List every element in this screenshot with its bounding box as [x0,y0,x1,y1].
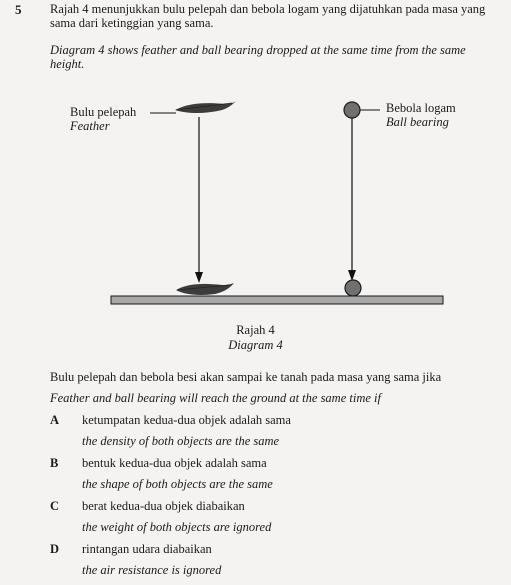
prompt-english: Feather and ball bearing will reach the … [50,391,381,405]
question-number: 5 [15,2,22,17]
ball-bearing-top-icon [343,101,361,119]
ball-arrowhead [348,270,356,281]
option-b-english[interactable]: the shape of both objects are the same [82,477,273,491]
feather-label-english: Feather [70,119,110,133]
option-b-malay[interactable]: bentuk kedua-dua objek adalah sama [82,456,267,470]
feather-label-malay: Bulu pelepah [70,105,137,119]
ball-bearing-bottom-icon [344,279,362,297]
question-stem-malay: Rajah 4 menunjukkan bulu pelepah dan beb… [50,2,486,30]
option-d-letter[interactable]: D [50,542,60,556]
option-d-english[interactable]: the air resistance is ignored [82,563,222,577]
option-a-letter[interactable]: A [50,413,60,427]
ball-label-malay: Bebola logam [386,101,456,115]
feather-bottom-icon [176,283,234,295]
option-a-malay[interactable]: ketumpatan kedua-dua objek adalah sama [82,413,291,427]
feather-top-icon [175,101,236,113]
option-d-malay[interactable]: rintangan udara diabaikan [82,542,212,556]
option-b-letter[interactable]: B [50,456,59,470]
question-stem-english: Diagram 4 shows feather and ball bearing… [50,43,466,71]
diagram-caption-english: Diagram 4 [228,338,283,352]
ground-surface [110,295,444,305]
ball-label-english: Ball bearing [386,115,449,129]
option-a-english[interactable]: the density of both objects are the same [82,434,280,448]
option-c-letter[interactable]: C [50,499,60,513]
option-c-malay[interactable]: berat kedua-dua objek diabaikan [82,499,245,513]
option-c-english[interactable]: the weight of both objects are ignored [82,520,272,534]
feather-arrowhead [195,272,203,283]
prompt-malay: Bulu pelepah dan bebola besi akan sampai… [50,370,442,384]
diagram-caption-malay: Rajah 4 [236,323,275,337]
